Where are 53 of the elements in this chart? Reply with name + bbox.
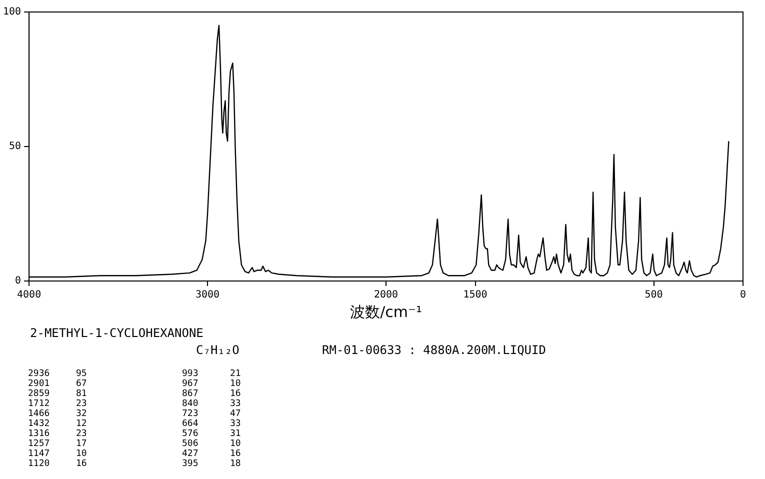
text: 2936 <box>28 369 51 379</box>
y-tick-label: 100 <box>3 6 22 18</box>
x-tick-label: 3000 <box>196 290 220 301</box>
text: 840 <box>182 399 200 409</box>
text: 427 <box>182 449 200 459</box>
x-tick-label: 0 <box>740 290 746 301</box>
text: 1257 <box>28 439 51 449</box>
text: 31 <box>230 429 242 439</box>
text: 17 <box>76 439 88 449</box>
text: 12 <box>76 419 88 429</box>
text: 10 <box>230 439 242 449</box>
y-tick-label: 50 <box>9 141 22 152</box>
text: 1712 <box>28 399 51 409</box>
text: 1466 <box>28 409 51 419</box>
text: 1316 <box>28 429 51 439</box>
text: 18 <box>230 459 242 469</box>
text: 16 <box>230 389 242 399</box>
text: 81 <box>76 389 88 399</box>
text: 867 <box>182 389 200 399</box>
text: 16 <box>230 449 242 459</box>
text: 2-METHYL-1-CYCLOHEXANONE <box>30 326 204 340</box>
text: 506 <box>182 439 200 449</box>
text: 967 <box>182 379 200 389</box>
x-tick-label: 2000 <box>374 290 398 301</box>
text: 33 <box>230 419 242 429</box>
text: 2859 <box>28 389 51 399</box>
text: 664 <box>182 419 200 429</box>
text: 21 <box>230 369 242 379</box>
text: 1432 <box>28 419 51 429</box>
text: 10 <box>76 449 88 459</box>
x-tick-label: 4000 <box>17 290 42 301</box>
y-tick-label: 0 <box>15 276 22 287</box>
text: 47 <box>230 409 242 419</box>
text: RM-01-00633 : 4880A.200M.LIQUID <box>322 343 546 357</box>
text: 2901 <box>28 379 51 389</box>
text: 32 <box>76 409 88 419</box>
text: C₇H₁₂O <box>196 343 240 357</box>
text: 95 <box>76 369 88 379</box>
text: 723 <box>182 409 200 419</box>
x-axis-title: 波数/cm⁻¹ <box>350 302 422 321</box>
text: 1147 <box>28 449 51 459</box>
text: 16 <box>76 459 88 469</box>
text: 993 <box>182 369 200 379</box>
text: 10 <box>230 379 242 389</box>
text: 23 <box>76 429 88 439</box>
text: 576 <box>182 429 200 439</box>
text: 23 <box>76 399 88 409</box>
text: 67 <box>76 379 88 389</box>
text: 33 <box>230 399 242 409</box>
x-tick-label: 500 <box>644 290 663 301</box>
text: 395 <box>182 459 200 469</box>
x-tick-label: 1500 <box>463 290 488 301</box>
text: 1120 <box>28 459 51 469</box>
